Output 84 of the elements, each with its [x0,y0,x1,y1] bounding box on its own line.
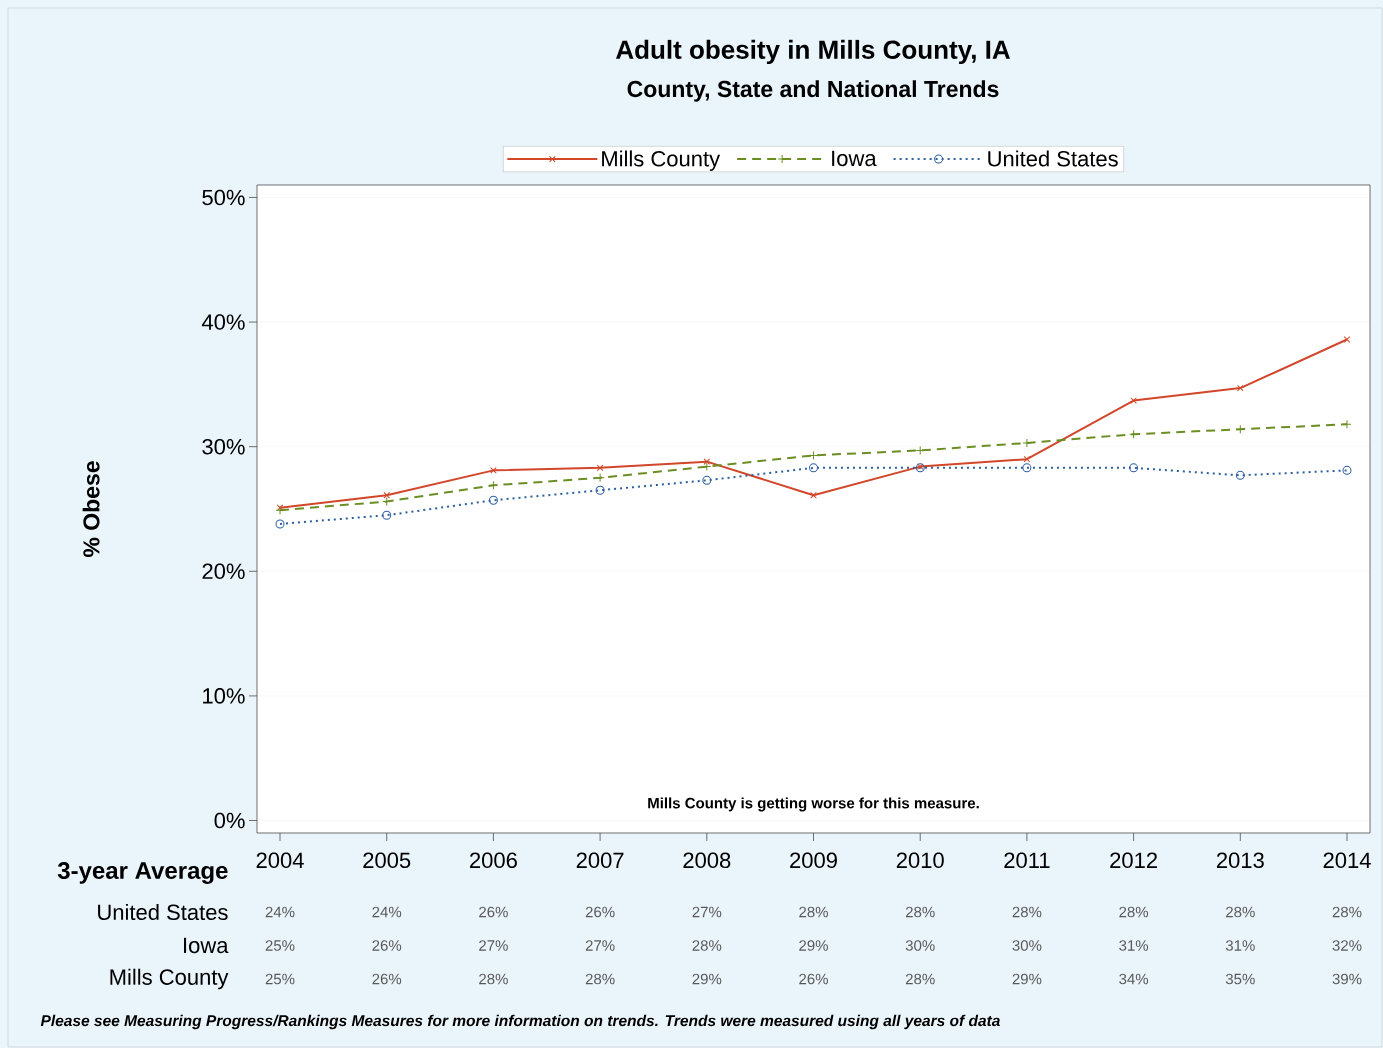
point [1343,336,1351,343]
data-label: 29% [1012,973,1042,985]
data-label: 32% [1332,940,1362,951]
point [1023,455,1031,463]
data-label: 27% [479,940,508,951]
data-label: 26% [372,940,402,951]
data-label: 29% [799,940,828,951]
x-tick-label: 2014 [1323,852,1371,869]
x-tick-label: 2008 [683,852,731,869]
x-tick-label: 2011 [1004,852,1050,869]
legend-label: United States [988,150,1118,167]
text: Iowa [184,937,229,954]
x-tick-label: 2012 [1110,852,1157,869]
data-label: 30% [905,940,935,951]
text: United States [98,903,228,921]
point [1236,384,1244,392]
data-label: 28% [692,940,722,951]
point [596,464,604,472]
data-label: 28% [1226,906,1255,918]
y-axis-title: % Obese [82,461,100,557]
text: Please see Measuring Progress/Rankings Measures for more information on trends. Trends were measured using all years of data [40,1014,1000,1030]
point [1130,397,1137,404]
data-label: 26% [585,906,615,918]
data-label: 25% [265,940,295,951]
legend-label: Mills County [602,150,721,171]
y-tick-label: 10% [203,688,245,704]
data-label: 27% [692,906,722,918]
data-label: 39% [1332,973,1362,985]
x-tick-label: 2004 [256,852,304,869]
y-tick-label: 20% [202,563,245,580]
annotation: Mills County is getting worse for this measure. [648,797,979,812]
data-label: 26% [479,906,508,918]
point [595,485,605,495]
data-label: 29% [692,973,722,985]
x-tick-label: 2005 [363,852,411,869]
y-tick-label: 50% [202,189,245,206]
data-label: 26% [372,973,402,985]
data-label: 28% [1332,906,1362,918]
point [488,495,498,505]
x-tick-label: 2009 [790,852,837,869]
point [1235,470,1245,480]
point [382,510,392,520]
data-label: 30% [1012,940,1042,951]
data-label: 24% [265,906,295,918]
y-tick-label: 30% [202,438,245,455]
chart-title: Adult obesity in Mills County, IA [616,39,1010,65]
x-tick-label: 2006 [470,852,517,869]
data-label: 28% [479,973,508,985]
point [1022,463,1032,473]
data-label: 26% [799,973,828,985]
point [383,491,391,499]
point [1342,419,1352,429]
data-label: 31% [1225,940,1255,951]
data-label: 35% [1225,973,1255,985]
x-tick-label: 2007 [576,852,624,869]
legend-label: Iowa [832,150,877,167]
x-tick-label: 2013 [1216,852,1264,869]
data-label: 25% [265,973,295,985]
point [275,519,285,529]
point [809,463,819,473]
point [1342,465,1352,475]
data-label: 34% [1119,973,1149,985]
point [490,467,497,474]
point [810,491,817,499]
data-label: 28% [1119,906,1149,918]
y-tick-label: 0% [214,812,245,829]
chart-subtitle: County, State and National Trends [627,80,999,102]
data-label: 28% [1012,906,1042,918]
point [1022,438,1032,448]
data-label: 28% [905,973,935,985]
data-label: 28% [799,906,828,918]
data-label: 28% [905,906,935,918]
data-label: 27% [585,940,615,951]
point [702,475,712,485]
point [1129,463,1139,473]
x-tick-label: 2010 [896,852,944,869]
point [488,480,498,490]
point [703,458,711,465]
data-label: 24% [372,906,402,918]
data-label: 31% [1119,940,1149,951]
y-tick-label: 40% [201,314,245,330]
text: Mills County [110,968,229,990]
x-axis-title: 3-year Average [57,862,228,884]
data-label: 28% [585,973,615,985]
